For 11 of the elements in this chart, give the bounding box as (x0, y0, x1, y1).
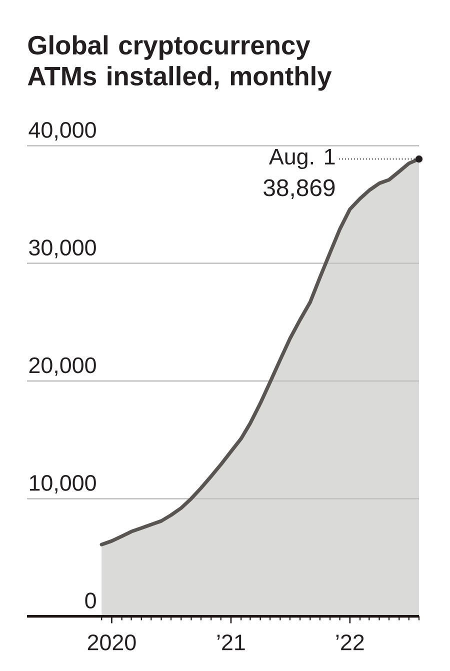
x-tick-label: ’22 (336, 634, 364, 650)
annotation: Aug. 1 (268, 148, 335, 170)
y-tick-label: 30,000 (29, 240, 96, 258)
x-tick-label: ’21 (217, 634, 245, 650)
y-tick-label: 40,000 (28, 122, 96, 141)
chart-title: Global cryptocurrency ATMs installed, monthly (28, 35, 332, 91)
y-tick-label: 0 (85, 592, 96, 609)
y-tick-label: 20,000 (29, 357, 96, 376)
data-label: 38,869 (264, 179, 335, 200)
y-tick-label: 10,000 (30, 474, 96, 494)
x-tick-label: 2020 (88, 634, 136, 650)
